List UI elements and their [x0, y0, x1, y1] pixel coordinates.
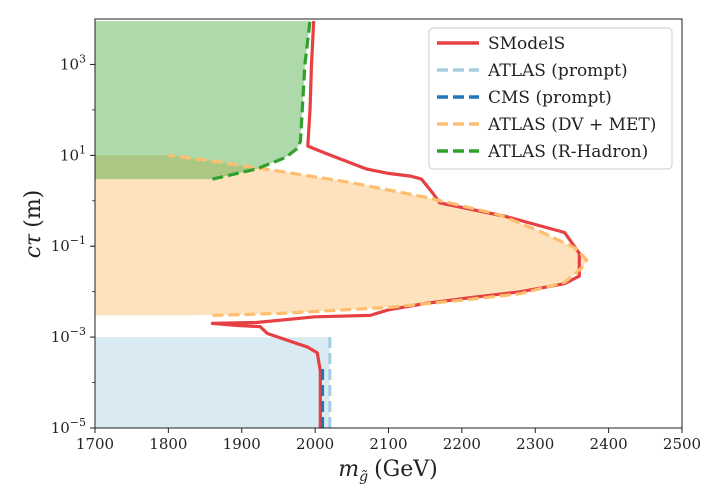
y-tick-label: 101: [60, 143, 86, 164]
x-tick-label: 2300: [516, 435, 554, 453]
series-lines: [168, 20, 589, 428]
region-atlas-prompt: [95, 337, 330, 428]
legend-label-atlas-prompt: ATLAS (prompt): [487, 61, 628, 81]
y-tick-label: 10−5: [51, 416, 86, 437]
x-tick-label: 1900: [223, 435, 261, 453]
series-line-smodels: [210, 21, 581, 428]
y-axis-ticks: 10−5 10−3 10−1 101 103: [51, 52, 95, 437]
x-tick-label: 2100: [369, 435, 407, 453]
region-atlas-dv-met: [95, 155, 587, 316]
legend-label-atlas-dv-met: ATLAS (DV + MET): [487, 115, 656, 135]
y-tick-label: 10−3: [51, 325, 86, 346]
legend-label-atlas-r-hadron: ATLAS (R-Hadron): [487, 142, 648, 162]
x-axis-title: mg̃ (GeV): [338, 457, 438, 485]
y-tick-label: 10−1: [51, 234, 86, 255]
legend: SModelS ATLAS (prompt) CMS (prompt) ATLAS (…: [428, 27, 673, 170]
x-tick-label: 2400: [590, 435, 628, 453]
x-tick-label: 2500: [663, 435, 701, 453]
x-tick-label: 1800: [149, 435, 187, 453]
x-tick-label: 2200: [443, 435, 481, 453]
y-axis-title: cτ(m): [21, 190, 46, 259]
y-tick-label: 103: [60, 52, 86, 73]
x-tick-label: 2000: [296, 435, 334, 453]
shaded-regions: [95, 21, 587, 428]
series-line-atlas-r-hadron: [212, 20, 312, 181]
x-tick-label: 1700: [76, 435, 114, 453]
legend-box: [428, 27, 673, 170]
legend-label-smodels: SModelS: [488, 34, 565, 54]
series-line-atlas-dv-met: [168, 153, 589, 317]
x-axis-ticks: 1700 1800 1900 2000 2100 2200 2300 2400 2500: [76, 428, 701, 453]
region-atlas-r-hadron: [95, 21, 310, 180]
legend-label-cms-prompt: CMS (prompt): [488, 88, 612, 108]
